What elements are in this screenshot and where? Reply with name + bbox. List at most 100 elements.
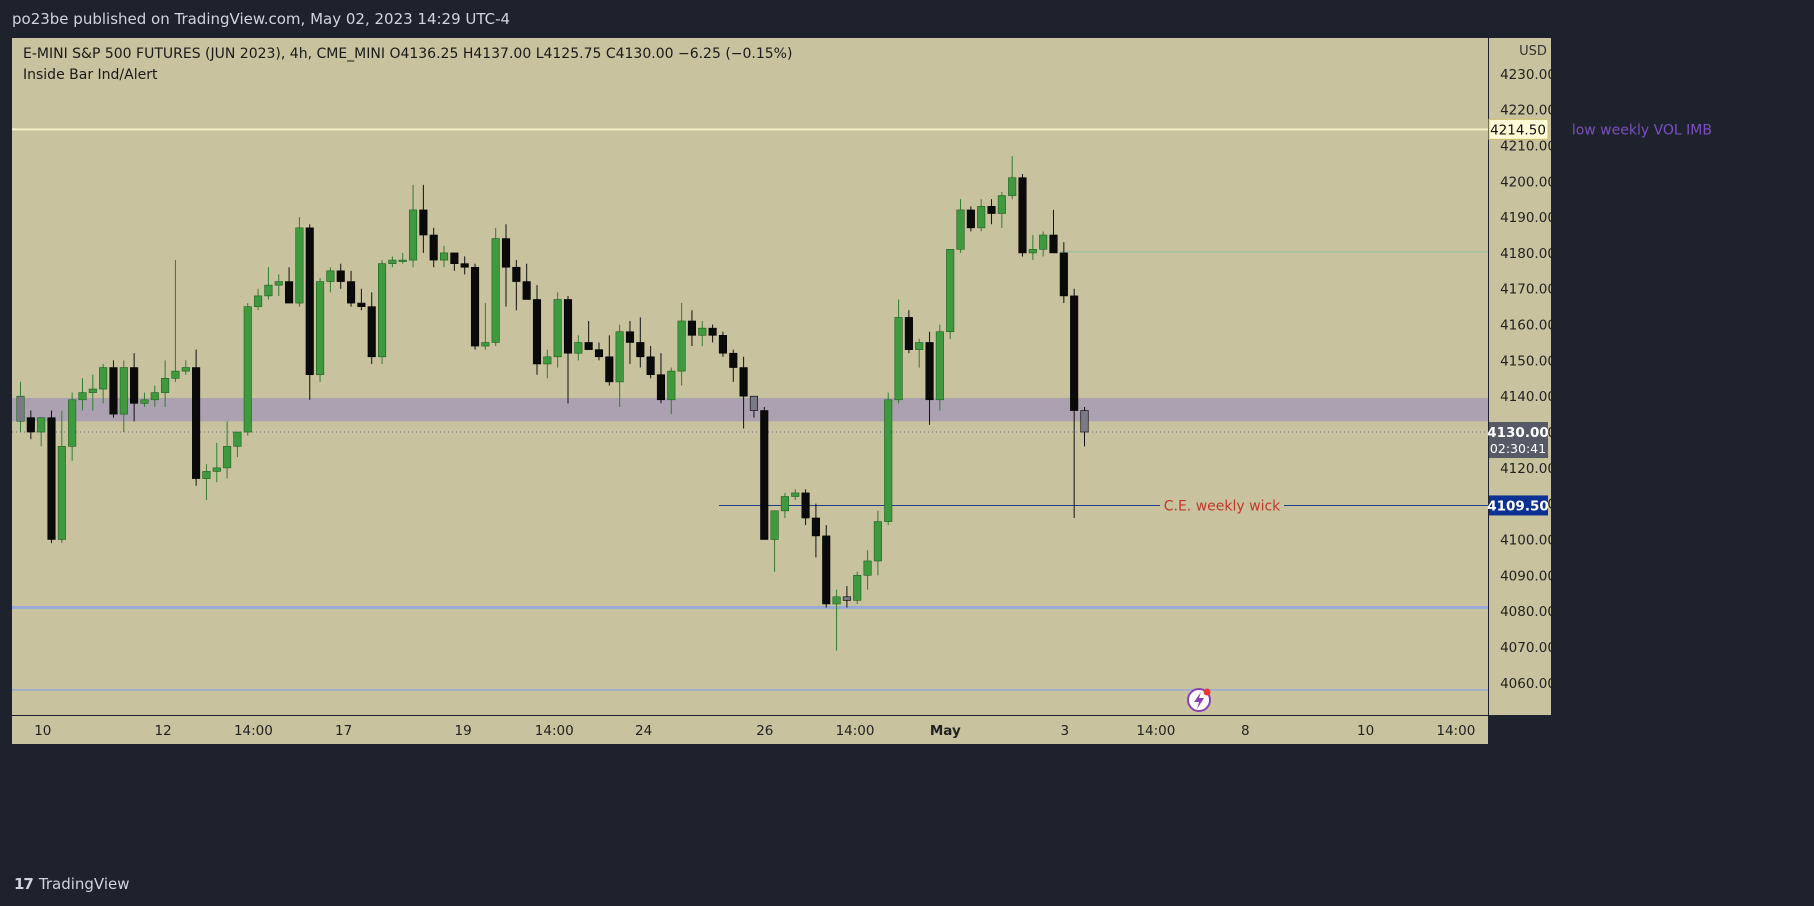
candle-body bbox=[470, 266, 480, 347]
candle bbox=[16, 381, 25, 433]
candle-body bbox=[532, 299, 542, 365]
x-tick-label: 14:00 bbox=[1436, 723, 1475, 739]
candle-body bbox=[853, 575, 862, 601]
candle-body bbox=[429, 234, 438, 261]
candle bbox=[26, 410, 35, 440]
price-scale bbox=[1488, 38, 1551, 715]
candle bbox=[295, 217, 304, 307]
y-tick-label: 4180.00 bbox=[1500, 246, 1556, 262]
candle bbox=[512, 260, 521, 311]
candle-body bbox=[842, 596, 851, 601]
candle-body bbox=[388, 259, 397, 264]
y-tick-label: 4170.00 bbox=[1500, 282, 1556, 298]
candle bbox=[212, 442, 221, 483]
candle bbox=[791, 489, 800, 501]
candle-body bbox=[987, 206, 996, 214]
candle bbox=[687, 310, 697, 347]
candle-body bbox=[264, 284, 273, 297]
candle-body bbox=[956, 209, 965, 250]
candle bbox=[254, 288, 263, 311]
legend-part: O4136.25 bbox=[389, 46, 462, 62]
candle-body bbox=[161, 377, 170, 393]
candle bbox=[130, 353, 139, 422]
last-price-tag bbox=[1489, 422, 1548, 459]
indicator-label: Inside Bar Ind/Alert bbox=[23, 67, 158, 83]
candle-body bbox=[584, 342, 593, 350]
lightning-icon bbox=[1187, 688, 1211, 712]
candle-body bbox=[698, 327, 707, 336]
candle bbox=[801, 489, 810, 526]
candle-body bbox=[99, 367, 108, 390]
candle bbox=[811, 503, 820, 558]
candle bbox=[1049, 209, 1058, 254]
x-tick-label: 10 bbox=[34, 723, 51, 739]
candle-body bbox=[574, 342, 583, 354]
candle bbox=[553, 292, 562, 368]
candle-body bbox=[677, 320, 686, 372]
candle-body bbox=[16, 395, 25, 422]
candle-body bbox=[419, 209, 428, 236]
candle-body bbox=[150, 392, 159, 401]
candle bbox=[1059, 242, 1068, 304]
y-tick-label: 4140.00 bbox=[1500, 389, 1556, 405]
candle bbox=[305, 224, 314, 400]
candle bbox=[223, 421, 232, 479]
price-tag-4214 bbox=[1488, 118, 1549, 140]
candle bbox=[78, 378, 87, 411]
candle bbox=[925, 331, 934, 425]
candle bbox=[233, 431, 242, 458]
candle-body bbox=[336, 270, 345, 282]
candle-body bbox=[615, 331, 624, 383]
candle-body bbox=[450, 252, 459, 264]
candle bbox=[584, 320, 593, 350]
candle bbox=[450, 252, 459, 271]
level-label-low-weekly-vol-imb: low weekly VOL IMB bbox=[1572, 122, 1712, 138]
y-tick-label: 4100.00 bbox=[1500, 532, 1556, 548]
candle bbox=[119, 360, 128, 433]
y-tick-label: 4230.00 bbox=[1500, 67, 1556, 83]
candle-body bbox=[171, 370, 180, 379]
candle bbox=[243, 303, 252, 436]
candle bbox=[863, 550, 872, 590]
candle-body bbox=[491, 238, 500, 343]
candle-body bbox=[667, 370, 676, 401]
candle-body bbox=[78, 392, 87, 401]
y-tick-label: 4060.00 bbox=[1500, 676, 1556, 692]
candle-body bbox=[946, 249, 955, 333]
legend-part: C4130.00 bbox=[606, 46, 678, 62]
candle bbox=[543, 349, 552, 379]
candle bbox=[377, 260, 387, 364]
x-tick-label: 26 bbox=[756, 723, 773, 739]
candle bbox=[419, 184, 428, 253]
candle-body bbox=[739, 367, 748, 397]
candle-body bbox=[212, 467, 221, 472]
candle bbox=[109, 360, 118, 418]
tradingview-brand[interactable]: 17 TradingView bbox=[14, 875, 130, 893]
candle bbox=[853, 571, 862, 604]
candle-body bbox=[636, 342, 645, 358]
candle-body bbox=[88, 388, 97, 393]
x-tick-label: 14:00 bbox=[836, 723, 875, 739]
candle-body bbox=[687, 320, 697, 336]
candle-body bbox=[594, 349, 604, 358]
candle bbox=[367, 292, 376, 364]
candle bbox=[501, 224, 511, 307]
candle-body bbox=[47, 417, 56, 540]
candle bbox=[285, 267, 294, 304]
candle-body bbox=[904, 317, 913, 350]
candle-body bbox=[780, 496, 789, 512]
x-tick-label: 17 bbox=[335, 723, 352, 739]
candle bbox=[439, 245, 449, 268]
candle-body bbox=[1018, 177, 1027, 254]
candle-body bbox=[192, 367, 201, 479]
y-tick-label: 4210.00 bbox=[1500, 138, 1556, 154]
candlestick-chart[interactable]: E-MINI S&P 500 FUTURES (JUN 2023), 4h, C… bbox=[0, 38, 1814, 862]
y-tick-label: 4220.00 bbox=[1500, 103, 1556, 119]
tradingview-logo-icon: 17 bbox=[14, 875, 34, 893]
candle bbox=[574, 335, 583, 361]
candle bbox=[347, 270, 356, 307]
publish-info: po23be published on TradingView.com, May… bbox=[12, 10, 511, 28]
candle bbox=[594, 342, 604, 361]
candle-body bbox=[119, 367, 128, 415]
x-tick-label: 14:00 bbox=[535, 723, 574, 739]
